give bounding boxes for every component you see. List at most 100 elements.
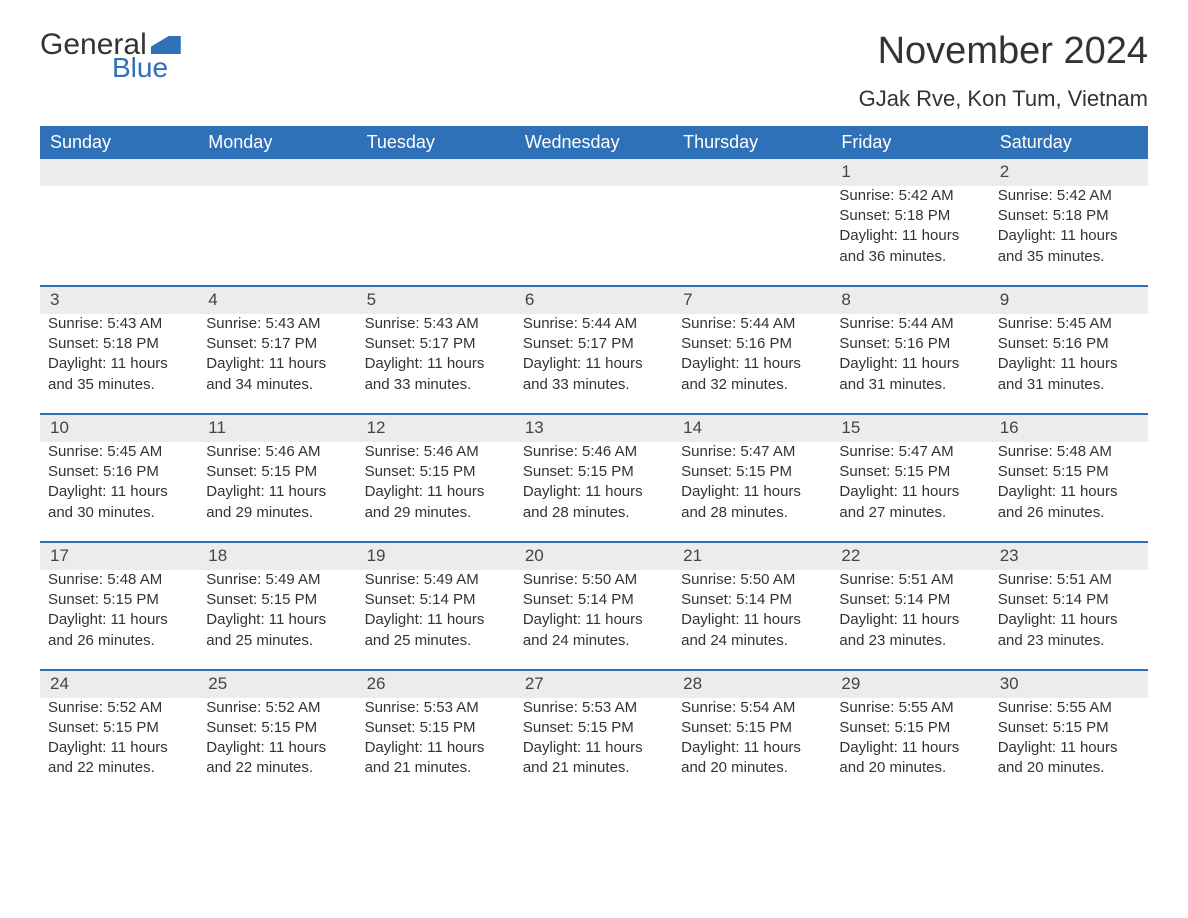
- day-number-cell: 18: [198, 542, 356, 570]
- sunrise-text: Sunrise: 5:52 AM: [48, 698, 190, 718]
- day-number-cell: 7: [673, 286, 831, 314]
- daylight-text: and 28 minutes.: [523, 503, 665, 523]
- day-detail-row: Sunrise: 5:42 AMSunset: 5:18 PMDaylight:…: [40, 186, 1148, 286]
- day-detail-cell: Sunrise: 5:46 AMSunset: 5:15 PMDaylight:…: [357, 442, 515, 542]
- day-number: 18: [208, 546, 227, 565]
- daylight-text: and 26 minutes.: [48, 631, 190, 651]
- day-detail-cell: Sunrise: 5:53 AMSunset: 5:15 PMDaylight:…: [515, 698, 673, 797]
- sunrise-text: Sunrise: 5:53 AM: [523, 698, 665, 718]
- day-number: 4: [208, 290, 217, 309]
- sunrise-text: Sunrise: 5:51 AM: [839, 570, 981, 590]
- sunrise-text: Sunrise: 5:55 AM: [998, 698, 1140, 718]
- daylight-text: Daylight: 11 hours: [839, 738, 981, 758]
- daylight-text: and 25 minutes.: [206, 631, 348, 651]
- day-detail-cell: Sunrise: 5:43 AMSunset: 5:17 PMDaylight:…: [357, 314, 515, 414]
- day-number: 24: [50, 674, 69, 693]
- day-number-row: 12: [40, 159, 1148, 186]
- daylight-text: and 23 minutes.: [839, 631, 981, 651]
- day-header: Saturday: [990, 126, 1148, 159]
- day-detail-cell: Sunrise: 5:47 AMSunset: 5:15 PMDaylight:…: [831, 442, 989, 542]
- sunrise-text: Sunrise: 5:48 AM: [998, 442, 1140, 462]
- sunset-text: Sunset: 5:15 PM: [523, 462, 665, 482]
- day-number-cell: [673, 159, 831, 186]
- day-detail-cell: Sunrise: 5:55 AMSunset: 5:15 PMDaylight:…: [831, 698, 989, 797]
- sunrise-text: Sunrise: 5:43 AM: [365, 314, 507, 334]
- day-detail-row: Sunrise: 5:45 AMSunset: 5:16 PMDaylight:…: [40, 442, 1148, 542]
- daylight-text: Daylight: 11 hours: [998, 482, 1140, 502]
- day-number-cell: 1: [831, 159, 989, 186]
- daylight-text: and 21 minutes.: [365, 758, 507, 778]
- day-detail-cell: Sunrise: 5:47 AMSunset: 5:15 PMDaylight:…: [673, 442, 831, 542]
- sunset-text: Sunset: 5:15 PM: [681, 462, 823, 482]
- day-detail-cell: Sunrise: 5:45 AMSunset: 5:16 PMDaylight:…: [990, 314, 1148, 414]
- day-number-cell: 23: [990, 542, 1148, 570]
- day-number: 17: [50, 546, 69, 565]
- daylight-text: and 26 minutes.: [998, 503, 1140, 523]
- daylight-text: and 34 minutes.: [206, 375, 348, 395]
- day-detail-cell: Sunrise: 5:42 AMSunset: 5:18 PMDaylight:…: [990, 186, 1148, 286]
- day-number-cell: 6: [515, 286, 673, 314]
- sunrise-text: Sunrise: 5:43 AM: [48, 314, 190, 334]
- day-detail-cell: Sunrise: 5:53 AMSunset: 5:15 PMDaylight:…: [357, 698, 515, 797]
- day-number: 21: [683, 546, 702, 565]
- day-number-cell: 15: [831, 414, 989, 442]
- logo-icon: [151, 36, 181, 54]
- logo-text-blue: Blue: [112, 54, 181, 82]
- daylight-text: Daylight: 11 hours: [365, 738, 507, 758]
- sunrise-text: Sunrise: 5:44 AM: [523, 314, 665, 334]
- sunset-text: Sunset: 5:15 PM: [365, 462, 507, 482]
- daylight-text: Daylight: 11 hours: [839, 482, 981, 502]
- daylight-text: Daylight: 11 hours: [681, 354, 823, 374]
- sunset-text: Sunset: 5:15 PM: [206, 462, 348, 482]
- sunrise-text: Sunrise: 5:50 AM: [523, 570, 665, 590]
- daylight-text: Daylight: 11 hours: [998, 610, 1140, 630]
- day-detail-cell: Sunrise: 5:46 AMSunset: 5:15 PMDaylight:…: [515, 442, 673, 542]
- daylight-text: Daylight: 11 hours: [48, 354, 190, 374]
- page-title: November 2024: [878, 30, 1148, 73]
- day-number: 8: [841, 290, 850, 309]
- daylight-text: Daylight: 11 hours: [523, 482, 665, 502]
- daylight-text: Daylight: 11 hours: [681, 610, 823, 630]
- daylight-text: Daylight: 11 hours: [48, 482, 190, 502]
- daylight-text: and 33 minutes.: [365, 375, 507, 395]
- day-header: Sunday: [40, 126, 198, 159]
- day-number-cell: [198, 159, 356, 186]
- daylight-text: and 35 minutes.: [998, 247, 1140, 267]
- day-number-cell: 30: [990, 670, 1148, 698]
- day-detail-cell: [515, 186, 673, 286]
- sunset-text: Sunset: 5:15 PM: [206, 718, 348, 738]
- sunset-text: Sunset: 5:18 PM: [839, 206, 981, 226]
- day-number-cell: [515, 159, 673, 186]
- day-header: Monday: [198, 126, 356, 159]
- sunrise-text: Sunrise: 5:44 AM: [681, 314, 823, 334]
- day-detail-cell: Sunrise: 5:42 AMSunset: 5:18 PMDaylight:…: [831, 186, 989, 286]
- day-number-cell: 17: [40, 542, 198, 570]
- sunset-text: Sunset: 5:16 PM: [839, 334, 981, 354]
- day-number-cell: 11: [198, 414, 356, 442]
- day-detail-cell: Sunrise: 5:51 AMSunset: 5:14 PMDaylight:…: [831, 570, 989, 670]
- day-detail-cell: Sunrise: 5:43 AMSunset: 5:17 PMDaylight:…: [198, 314, 356, 414]
- daylight-text: Daylight: 11 hours: [365, 482, 507, 502]
- day-number: 27: [525, 674, 544, 693]
- day-number: 22: [841, 546, 860, 565]
- sunset-text: Sunset: 5:14 PM: [365, 590, 507, 610]
- day-number-cell: [40, 159, 198, 186]
- day-detail-cell: Sunrise: 5:44 AMSunset: 5:16 PMDaylight:…: [831, 314, 989, 414]
- day-detail-row: Sunrise: 5:43 AMSunset: 5:18 PMDaylight:…: [40, 314, 1148, 414]
- day-number-cell: 14: [673, 414, 831, 442]
- sunrise-text: Sunrise: 5:46 AM: [365, 442, 507, 462]
- daylight-text: and 36 minutes.: [839, 247, 981, 267]
- daylight-text: and 20 minutes.: [681, 758, 823, 778]
- daylight-text: Daylight: 11 hours: [998, 354, 1140, 374]
- day-detail-cell: [357, 186, 515, 286]
- sunrise-text: Sunrise: 5:52 AM: [206, 698, 348, 718]
- sunrise-text: Sunrise: 5:47 AM: [839, 442, 981, 462]
- day-detail-cell: Sunrise: 5:52 AMSunset: 5:15 PMDaylight:…: [198, 698, 356, 797]
- day-number-cell: 12: [357, 414, 515, 442]
- sunset-text: Sunset: 5:14 PM: [998, 590, 1140, 610]
- day-number: 28: [683, 674, 702, 693]
- day-detail-cell: Sunrise: 5:44 AMSunset: 5:16 PMDaylight:…: [673, 314, 831, 414]
- daylight-text: Daylight: 11 hours: [839, 354, 981, 374]
- daylight-text: Daylight: 11 hours: [998, 738, 1140, 758]
- sunrise-text: Sunrise: 5:54 AM: [681, 698, 823, 718]
